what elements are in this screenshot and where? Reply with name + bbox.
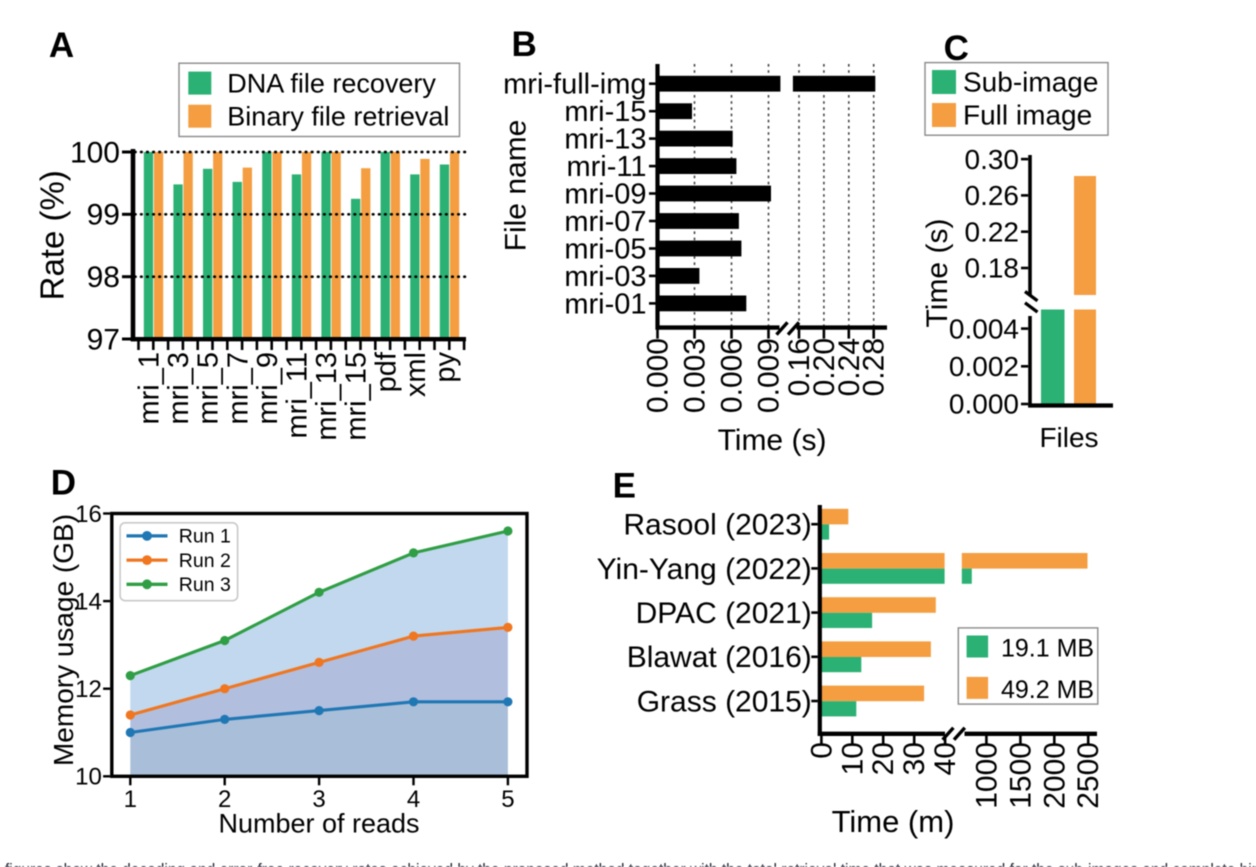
svg-text:0.30: 0.30 <box>965 144 1020 175</box>
svg-text:2500: 2500 <box>1072 742 1105 809</box>
svg-text:100: 100 <box>70 136 120 169</box>
svg-text:98: 98 <box>87 261 120 294</box>
svg-text:5: 5 <box>501 786 514 813</box>
svg-text:Time (m): Time (m) <box>832 804 955 839</box>
svg-text:mri_1: mri_1 <box>134 352 166 425</box>
svg-text:mri_13: mri_13 <box>311 352 343 441</box>
svg-text:Rate (%): Rate (%) <box>34 170 71 300</box>
svg-text:Yin-Yang (2022): Yin-Yang (2022) <box>597 553 812 586</box>
svg-text:Run 3: Run 3 <box>179 574 231 596</box>
svg-text:0.004: 0.004 <box>949 313 1019 344</box>
svg-text:0.20: 0.20 <box>808 338 841 396</box>
svg-text:0.000: 0.000 <box>642 338 675 413</box>
svg-text:mri-full-img: mri-full-img <box>503 69 646 101</box>
svg-text:DNA file recovery: DNA file recovery <box>227 69 436 99</box>
svg-text:0.002: 0.002 <box>949 351 1019 382</box>
svg-text:mri_15: mri_15 <box>341 352 373 441</box>
svg-text:0: 0 <box>805 742 838 759</box>
svg-text:49.2 MB: 49.2 MB <box>1001 676 1094 704</box>
svg-text:mri-01: mri-01 <box>564 288 646 320</box>
svg-text:mri_3: mri_3 <box>163 352 195 425</box>
svg-text:10: 10 <box>836 742 869 775</box>
svg-text:mri_5: mri_5 <box>193 352 225 425</box>
svg-text:10: 10 <box>75 764 102 791</box>
svg-text:Files: Files <box>1039 422 1098 453</box>
svg-text:0.28: 0.28 <box>858 338 891 396</box>
svg-text:mri_7: mri_7 <box>222 352 254 425</box>
svg-text:mri-13: mri-13 <box>564 124 646 156</box>
svg-text:D: D <box>51 464 76 503</box>
svg-text:Time (s): Time (s) <box>718 424 827 457</box>
svg-text:0.003: 0.003 <box>679 338 712 413</box>
svg-text:Blawat (2016): Blawat (2016) <box>627 641 812 674</box>
svg-text:E: E <box>613 467 636 506</box>
svg-text:File name: File name <box>499 120 532 252</box>
svg-text:12: 12 <box>75 676 102 703</box>
svg-text:3: 3 <box>312 786 325 813</box>
svg-text:0.16: 0.16 <box>783 338 816 396</box>
svg-text:1: 1 <box>124 786 137 813</box>
svg-text:mri-11: mri-11 <box>566 151 646 183</box>
svg-text:14: 14 <box>75 589 102 616</box>
svg-text:0.18: 0.18 <box>965 253 1020 284</box>
svg-text:mri-07: mri-07 <box>564 206 646 238</box>
svg-text:mri_11: mri_11 <box>282 352 314 439</box>
svg-text:xml: xml <box>400 352 432 397</box>
svg-text:Number of reads: Number of reads <box>218 809 419 839</box>
svg-text:0.009: 0.009 <box>753 338 786 413</box>
svg-text:97: 97 <box>87 323 120 356</box>
svg-text:B: B <box>512 25 537 64</box>
svg-text:19.1 MB: 19.1 MB <box>1001 635 1094 663</box>
svg-text:2: 2 <box>218 786 231 813</box>
svg-text:20: 20 <box>867 742 900 775</box>
svg-text:C: C <box>944 29 969 68</box>
svg-text:pdf: pdf <box>370 351 402 392</box>
svg-text:16: 16 <box>75 501 102 528</box>
svg-text:mri-15: mri-15 <box>564 96 646 128</box>
svg-text:Run 1: Run 1 <box>179 526 231 548</box>
svg-text:2000: 2000 <box>1038 742 1071 809</box>
svg-text:1000: 1000 <box>970 742 1003 809</box>
svg-text:99: 99 <box>87 199 120 232</box>
svg-text:A: A <box>49 26 74 65</box>
svg-text:Sub-image: Sub-image <box>963 67 1098 98</box>
svg-text:mri_9: mri_9 <box>252 352 284 425</box>
svg-text:figures show the decoding and: figures show the decoding and error-free… <box>5 862 1256 867</box>
svg-text:Binary file retrieval: Binary file retrieval <box>227 102 449 132</box>
svg-text:Grass (2015): Grass (2015) <box>637 685 812 718</box>
svg-text:mri-05: mri-05 <box>564 234 646 266</box>
svg-text:40: 40 <box>929 742 962 775</box>
svg-text:Run 2: Run 2 <box>179 550 231 572</box>
svg-text:Memory usage (GB): Memory usage (GB) <box>48 514 79 766</box>
svg-text:1500: 1500 <box>1004 742 1037 809</box>
svg-text:0.22: 0.22 <box>965 216 1020 247</box>
svg-text:0.26: 0.26 <box>965 180 1020 211</box>
svg-text:Time (s): Time (s) <box>921 219 954 328</box>
svg-text:DPAC (2021): DPAC (2021) <box>636 597 812 630</box>
svg-text:Rasool (2023): Rasool (2023) <box>623 509 811 542</box>
svg-text:0.006: 0.006 <box>716 338 749 413</box>
svg-text:0.000: 0.000 <box>949 389 1019 420</box>
svg-text:0.24: 0.24 <box>833 338 866 396</box>
svg-text:Full image: Full image <box>963 100 1092 131</box>
svg-text:mri-09: mri-09 <box>564 179 646 211</box>
svg-text:30: 30 <box>898 742 931 775</box>
svg-text:py: py <box>430 352 462 383</box>
svg-text:4: 4 <box>407 786 420 813</box>
svg-text:mri-03: mri-03 <box>564 261 646 293</box>
